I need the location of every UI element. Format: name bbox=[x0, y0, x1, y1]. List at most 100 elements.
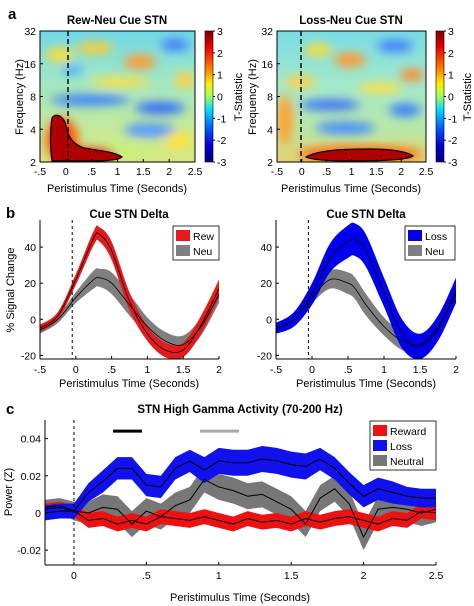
x-tick-label: 1 bbox=[115, 166, 121, 178]
x-tick-label: 2.5 bbox=[429, 570, 444, 582]
y-tick-label: 2 bbox=[30, 157, 36, 169]
y-axis-label: Frequency (Hz) bbox=[247, 59, 259, 135]
colorbar-tick-label: -3 bbox=[217, 157, 226, 169]
y-tick-label: 8 bbox=[267, 92, 273, 104]
legend-swatch-rew bbox=[176, 230, 190, 241]
y-tick-label: 4 bbox=[267, 124, 273, 136]
x-tick-label: 1 bbox=[216, 570, 222, 582]
colorbar-tick-label: 2 bbox=[448, 48, 454, 60]
heatmap-rew-neu: Rew-Neu Cue STN bbox=[14, 15, 245, 195]
y-tick-label: 32 bbox=[24, 26, 36, 38]
y-tick-label: 16 bbox=[261, 59, 273, 71]
y-ticks: -20 0 20 40 bbox=[257, 242, 279, 362]
x-tick-label: 0 bbox=[73, 364, 79, 376]
x-tick-label: .5 bbox=[344, 364, 353, 376]
high-gamma-plot: STN High Gamma Activity (70-200 Hz) -0.0… bbox=[3, 404, 443, 604]
significance-contour bbox=[304, 148, 414, 162]
x-axis-label: Peristimulus Time (Seconds) bbox=[296, 378, 436, 390]
error-band-neu bbox=[40, 268, 219, 355]
legend-swatch-neu bbox=[408, 245, 422, 256]
colorbar-ticks: 3 2 1 0 -1 -2 -3 bbox=[444, 26, 457, 169]
x-axis-label: Peristimulus Time (Seconds) bbox=[170, 592, 310, 604]
x-tick-label: 1 bbox=[144, 364, 150, 376]
x-tick-label: 1 bbox=[381, 364, 387, 376]
y-tick-label: 4 bbox=[30, 124, 36, 136]
x-tick-label: 1.5 bbox=[413, 364, 428, 376]
error-band-reward bbox=[45, 501, 436, 532]
legend-swatch-reward bbox=[373, 425, 387, 436]
x-ticks: -.5 0 .5 1 1.5 2 2.5 bbox=[271, 159, 433, 178]
y-tick-label: 40 bbox=[24, 242, 36, 254]
colorbar-ticks: 3 2 1 0 -1 -2 -3 bbox=[213, 26, 226, 169]
colorbar-tick-label: 3 bbox=[448, 26, 454, 38]
x-axis-label: Peristimulus Time (Seconds) bbox=[281, 183, 421, 195]
y-tick-label: -20 bbox=[21, 350, 36, 362]
x-tick-label: -.5 bbox=[271, 166, 283, 178]
y-tick-label: 16 bbox=[24, 59, 36, 71]
series-line-reward bbox=[45, 506, 436, 525]
colorbar-label: T-Statistic bbox=[462, 72, 474, 121]
error-band-loss bbox=[45, 446, 436, 521]
x-tick-label: 2 bbox=[453, 364, 459, 376]
panel-letter-a: a bbox=[8, 6, 17, 23]
y-axis-label: Power (Z) bbox=[3, 468, 15, 516]
x-tick-label: -.5 bbox=[34, 364, 46, 376]
x-ticks: -.5 0 .5 1 1.5 2 bbox=[270, 356, 459, 376]
colorbar-tick-label: -1 bbox=[217, 113, 226, 125]
colorbar-tick-label: 1 bbox=[448, 70, 454, 82]
chart-title: Cue STN Delta bbox=[326, 209, 406, 221]
y-axis-label: Frequency (Hz) bbox=[14, 59, 26, 135]
series-line-neu bbox=[40, 276, 219, 346]
legend-label-neutral: Neutral bbox=[390, 456, 424, 468]
y-tick-label: 20 bbox=[24, 278, 36, 290]
panel-letter-c: c bbox=[6, 401, 14, 418]
error-band-neu bbox=[276, 269, 456, 355]
y-tick-label: 0 bbox=[266, 314, 272, 326]
chart-title: Loss-Neu Cue STN bbox=[299, 15, 403, 27]
legend-swatch-neutral bbox=[373, 455, 387, 466]
heatmap-background bbox=[277, 31, 426, 162]
colorbar bbox=[435, 30, 445, 163]
x-tick-label: 1.5 bbox=[136, 166, 151, 178]
legend: Rew Neu bbox=[172, 225, 220, 261]
heatmap-blobs bbox=[277, 40, 424, 145]
delta-plot-rew: Cue STN Delta -20 0 20 40 -.5 0 .5 1 1.5 2 Peris… bbox=[5, 209, 222, 390]
legend: Reward Loss Neutral bbox=[369, 420, 437, 471]
chart-title: Cue STN Delta bbox=[89, 209, 169, 221]
y-tick-label: 0 bbox=[30, 314, 36, 326]
y-ticks: -0.02 0 0.02 0.04 bbox=[17, 434, 48, 557]
colorbar-tick-label: -1 bbox=[448, 113, 457, 125]
y-tick-label: -0.02 bbox=[17, 545, 41, 557]
series-line-neu bbox=[276, 278, 456, 346]
x-tick-label: 2 bbox=[216, 364, 222, 376]
colorbar bbox=[204, 30, 214, 163]
x-tick-label: 0 bbox=[63, 166, 69, 178]
x-tick-label: .5 bbox=[322, 166, 331, 178]
y-tick-label: 32 bbox=[261, 26, 273, 38]
x-tick-label: 2 bbox=[166, 166, 172, 178]
x-axis-label: Peristimulus Time (Seconds) bbox=[59, 378, 199, 390]
legend-swatch-loss bbox=[373, 440, 387, 451]
x-tick-label: 2 bbox=[361, 570, 367, 582]
x-ticks: 0 .5 1 1.5 2 2.5 bbox=[71, 562, 443, 582]
colorbar-tick-label: -2 bbox=[448, 135, 457, 147]
x-tick-label: 2 bbox=[398, 166, 404, 178]
colorbar-tick-label: -3 bbox=[448, 157, 457, 169]
y-tick-label: 0 bbox=[35, 508, 41, 520]
x-ticks: -.5 0 .5 1 1.5 2 bbox=[34, 356, 222, 376]
colorbar-tick-label: 0 bbox=[448, 92, 454, 104]
significance-contour bbox=[49, 114, 123, 162]
legend-swatch-neu bbox=[176, 245, 190, 256]
x-ticks: -.5 0 .5 1 1.5 2 2.5 bbox=[34, 159, 202, 178]
y-tick-label: 0.02 bbox=[21, 471, 42, 483]
x-tick-label: -.5 bbox=[270, 364, 282, 376]
legend-label-reward: Reward bbox=[390, 426, 426, 438]
legend-label-neu: Neu bbox=[425, 246, 444, 258]
x-tick-label: .5 bbox=[87, 166, 96, 178]
x-tick-label: .5 bbox=[142, 570, 151, 582]
legend-label-neu: Neu bbox=[193, 246, 212, 258]
colorbar-tick-label: -2 bbox=[217, 135, 226, 147]
series-line-loss bbox=[45, 458, 436, 514]
y-tick-label: 40 bbox=[260, 242, 272, 254]
